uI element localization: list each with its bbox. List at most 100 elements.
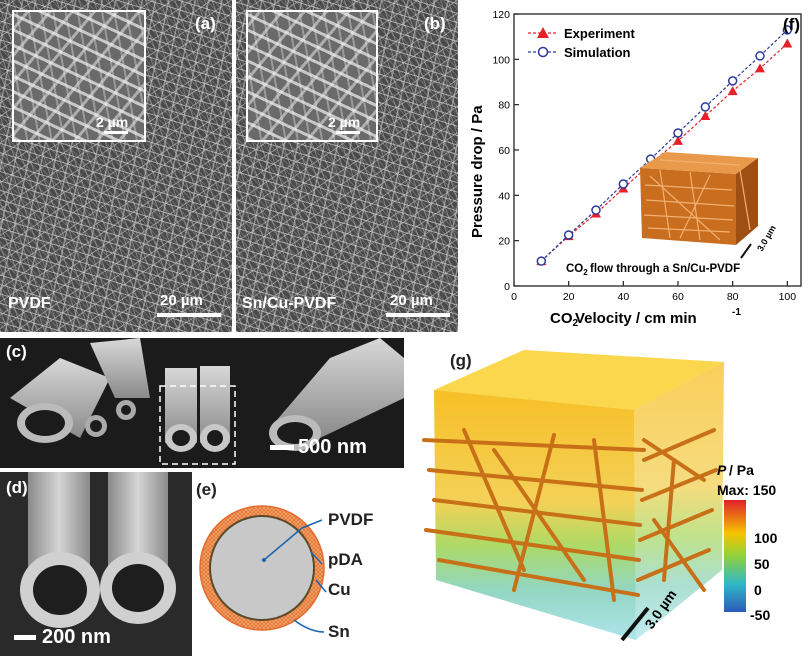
inset-scale-bar (740, 243, 752, 259)
y-tick-label: 0 (504, 281, 510, 293)
panel-d-scale-label: 200 nm (42, 626, 111, 648)
legend-sn: Sn (328, 622, 350, 641)
experiment-point (782, 38, 793, 48)
simulation-point (563, 230, 574, 240)
panel-b-inset-scale-label: 2 µm (328, 114, 361, 130)
inset-scale-label: 3.0 µm (755, 224, 778, 253)
panel-b-scale-label: 20 µm (390, 292, 433, 309)
panel-c-scale-bar (270, 445, 294, 450)
panel-f-label: (f) (783, 15, 800, 34)
panel-g-simulation: 3.0 µm P / Pa Max: 150 100 50 0 -50 (g) (404, 340, 809, 660)
colorbar-tick: 0 (754, 582, 762, 598)
panel-a-material-label: PVDF (8, 295, 51, 312)
x-tick-label: 40 (617, 291, 629, 303)
fiber-mat-inset (640, 152, 758, 245)
panel-a-inset-scale-bar (104, 131, 128, 134)
y-axis-label: Pressure drop / Pa (469, 105, 486, 238)
panel-g-scale-bar (620, 606, 650, 642)
inset-caption-co2: CO2 (566, 263, 588, 277)
y-tick-label: 80 (498, 100, 510, 112)
simulation-point (700, 102, 711, 112)
y-tick-label: 60 (498, 145, 510, 157)
tube-hole (25, 410, 65, 436)
pressure-drop-chart: 0 20 40 60 80 100 0 20 40 60 80 100 120 3.0 µm CO2 f… (469, 9, 802, 329)
colorbar-title: / Pa (729, 462, 754, 478)
panel-e-svg (199, 505, 327, 633)
legend-pvdf: PVDF (328, 510, 374, 529)
simulation-point (618, 179, 629, 189)
tube-shape (270, 338, 404, 438)
tube-hole (33, 565, 87, 615)
tube-hole (112, 564, 164, 612)
panel-d-scale-bar (14, 635, 36, 640)
panel-b-sem-image: 2 µm (b) Sn/Cu-PVDF 20 µm (236, 0, 458, 332)
panel-b-scale-bar (386, 313, 450, 317)
panel-d-tubes (20, 472, 176, 628)
simulation-point (727, 76, 738, 86)
tube-hole (90, 420, 102, 432)
panel-c-label: (c) (6, 342, 27, 361)
legend-pda: pDA (328, 550, 363, 569)
panel-f-chart: 0 20 40 60 80 100 0 20 40 60 80 100 120 3.0 µm CO2 f… (460, 0, 809, 336)
panel-a-inset (12, 10, 146, 142)
inset-caption: flow through a Sn/Cu-PVDF (590, 263, 740, 275)
panel-b-material-label: Sn/Cu-PVDF (242, 295, 337, 312)
experiment-point (727, 86, 738, 96)
panel-a-scale-label: 20 µm (160, 292, 203, 309)
x-tick-label: 20 (563, 291, 575, 303)
pvdf-arrow (263, 527, 303, 561)
field-side (634, 362, 724, 640)
legend-simulation-marker (537, 46, 549, 58)
tube-hole (207, 430, 223, 446)
y-tick-label: 20 (498, 236, 510, 248)
tube-shape (90, 338, 150, 398)
panel-c-sem-image: (c) 500 nm (0, 338, 404, 468)
panel-b-label: (b) (424, 14, 446, 33)
y-tick-label: 120 (492, 9, 510, 21)
chart-legend: Experiment Simulation (528, 26, 635, 60)
colorbar-tick: 50 (754, 556, 770, 572)
panel-a-scale-bar (157, 313, 221, 317)
experiment-point (673, 135, 683, 145)
x-tick-label: 80 (727, 291, 739, 303)
simulation-point (591, 205, 601, 215)
tube-hole (172, 430, 190, 446)
colorbar-max: Max: 150 (717, 482, 776, 498)
panel-e-label: (e) (196, 480, 217, 499)
legend-simulation-label: Simulation (564, 45, 631, 60)
legend-experiment-label: Experiment (564, 26, 635, 41)
panel-e-schematic: (e) PVDF pDA Cu Sn (194, 472, 404, 656)
fiber-network (422, 428, 718, 602)
panel-c-scale-label: 500 nm (298, 436, 367, 458)
panel-d-label: (d) (6, 478, 28, 497)
legend-cu: Cu (328, 580, 351, 599)
sn-arrow (293, 619, 325, 633)
x-axis-label: Velocity / cm min (575, 310, 697, 327)
y-tick-label: 100 (492, 54, 510, 66)
panel-a-label: (a) (195, 14, 216, 33)
y-tick-label: 40 (498, 190, 510, 202)
legend-experiment-marker (537, 27, 549, 38)
panel-b-inset-scale-bar (336, 131, 360, 134)
experiment-point (700, 111, 711, 120)
x-axis-co2-prefix: CO2 (550, 310, 579, 329)
tube-hole (121, 405, 131, 415)
x-tick-label: 100 (779, 291, 797, 303)
colorbar (724, 500, 746, 612)
cu-arrow (315, 579, 327, 593)
panel-g-label: (g) (450, 351, 472, 370)
panel-d-sem-image: (d) 200 nm (0, 472, 192, 656)
simulation-point (755, 51, 765, 61)
panel-c-tubes (10, 338, 404, 465)
colorbar-tick: 100 (754, 530, 778, 546)
x-axis-exponent: -1 (732, 307, 741, 318)
panel-a-inset-scale-label: 2 µm (96, 114, 129, 130)
simulation-point (673, 128, 683, 138)
series-line-simulation (540, 29, 788, 262)
experiment-point (755, 63, 765, 73)
panel-c-selection-box (159, 385, 236, 465)
pda-arrow (310, 551, 323, 565)
panel-g-svg: 3.0 µm P / Pa Max: 150 100 50 0 -50 (g) (422, 350, 778, 642)
tube-shape (10, 358, 110, 438)
x-tick-label: 0 (511, 291, 517, 303)
